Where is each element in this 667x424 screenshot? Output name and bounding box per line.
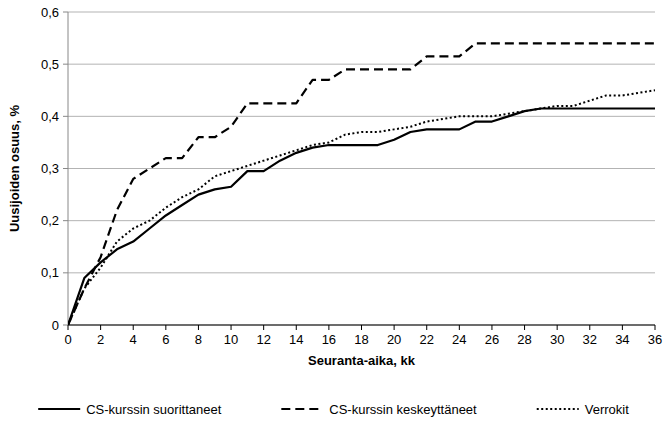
x-tick — [622, 325, 623, 330]
x-tick — [394, 325, 395, 330]
x-tick-label: 26 — [485, 332, 499, 347]
y-tick — [63, 116, 68, 117]
y-tick-label: 0,5 — [41, 57, 59, 72]
grid-line — [68, 220, 655, 221]
grid-line — [68, 168, 655, 169]
y-tick-label: 0 — [52, 318, 59, 333]
y-tick-label: 0,6 — [41, 5, 59, 20]
x-tick-label: 14 — [289, 332, 303, 347]
x-tick-label: 18 — [354, 332, 368, 347]
x-tick-label: 10 — [224, 332, 238, 347]
grid-line — [68, 325, 655, 326]
legend-swatch — [38, 408, 80, 410]
x-tick — [524, 325, 525, 330]
x-tick-label: 32 — [583, 332, 597, 347]
legend: CS-kurssin suorittaneet CS-kurssin keskey… — [38, 402, 629, 417]
x-tick — [231, 325, 232, 330]
x-tick — [165, 325, 166, 330]
y-tick — [63, 220, 68, 221]
x-tick-label: 4 — [130, 332, 137, 347]
y-tick — [63, 64, 68, 65]
x-tick-label: 22 — [419, 332, 433, 347]
y-tick — [63, 325, 68, 326]
x-tick-label: 20 — [387, 332, 401, 347]
x-tick — [655, 325, 656, 330]
x-tick — [133, 325, 134, 330]
x-axis-label: Seuranta-aika, kk — [308, 353, 416, 368]
background — [0, 0, 667, 424]
x-tick — [557, 325, 558, 330]
y-tick — [63, 12, 68, 13]
x-tick-label: 0 — [64, 332, 71, 347]
y-tick-label: 0,4 — [41, 109, 59, 124]
x-tick — [589, 325, 590, 330]
grid-line — [68, 116, 655, 117]
x-tick — [100, 325, 101, 330]
plot-area — [68, 43, 655, 325]
x-tick — [263, 325, 264, 330]
grid-line — [68, 272, 655, 273]
y-tick-label: 0,2 — [41, 213, 59, 228]
x-tick-label: 6 — [162, 332, 169, 347]
grid-line — [68, 64, 655, 65]
x-tick-label: 2 — [97, 332, 104, 347]
x-tick-label: 28 — [517, 332, 531, 347]
y-tick — [63, 272, 68, 273]
y-axis — [68, 12, 69, 325]
x-tick — [198, 325, 199, 330]
series-line — [68, 109, 655, 325]
y-tick-label: 0,3 — [41, 161, 59, 176]
x-tick — [328, 325, 329, 330]
x-tick — [491, 325, 492, 330]
x-axis — [68, 324, 655, 325]
x-tick-label: 30 — [550, 332, 564, 347]
x-tick — [68, 325, 69, 330]
legend-swatch — [281, 408, 323, 410]
legend-label: CS-kurssin suorittaneet — [86, 402, 221, 417]
x-tick-label: 8 — [195, 332, 202, 347]
y-tick — [63, 168, 68, 169]
x-tick — [296, 325, 297, 330]
x-tick-label: 24 — [452, 332, 466, 347]
chart: 00,10,20,30,40,50,6024681012141618202224… — [0, 0, 667, 424]
legend-label: Verrokit — [585, 402, 629, 417]
grid-line — [68, 12, 655, 13]
y-axis-label: Uusijoiden osuus, % — [7, 104, 22, 232]
x-tick-label: 12 — [256, 332, 270, 347]
x-tick — [459, 325, 460, 330]
legend-swatch — [537, 408, 579, 410]
series-line — [68, 90, 655, 325]
x-tick — [426, 325, 427, 330]
x-tick-label: 16 — [322, 332, 336, 347]
x-tick — [361, 325, 362, 330]
legend-label: CS-kurssin keskeyttäneet — [329, 402, 477, 417]
x-tick-label: 34 — [615, 332, 629, 347]
x-tick-label: 36 — [648, 332, 662, 347]
y-tick-label: 0,1 — [41, 265, 59, 280]
series-line — [68, 43, 655, 325]
